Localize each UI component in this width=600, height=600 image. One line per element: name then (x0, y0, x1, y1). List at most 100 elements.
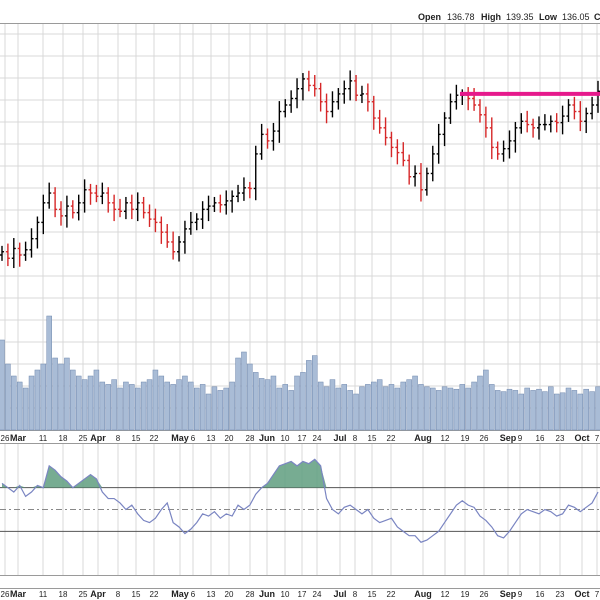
volume-bar (40, 363, 47, 431)
volume-bar (489, 384, 495, 431)
x-axis-tick-label: Mar (10, 433, 27, 443)
volume-bar (93, 369, 100, 431)
ohlc-bar (295, 78, 300, 109)
x-axis-labels-middle: 26 Mar 11 18 25 Apr 8 15 22 May 6 13 20 28 Jun 10 17 24 Ju… (1, 433, 600, 443)
ohlc-bar (59, 201, 64, 226)
volume-bar (87, 375, 94, 431)
volume-bar (471, 381, 477, 431)
high-value: 139.35 (506, 12, 534, 22)
x-axis-tick-label: Sep (500, 589, 517, 599)
ohlc-bar (224, 190, 229, 215)
ohlc-bar (536, 116, 541, 140)
ohlc-bar (289, 90, 294, 113)
volume-bar (28, 375, 35, 431)
volume-bar (258, 378, 265, 431)
ohlc-bar (17, 242, 22, 267)
ohlc-bar (554, 113, 559, 133)
ohlc-bar (324, 93, 329, 124)
volume-bar (235, 357, 241, 431)
volume-bar (500, 391, 507, 431)
grid-lines (0, 24, 600, 575)
ohlc-bar (413, 165, 418, 187)
ohlc-bar (566, 99, 571, 122)
ohlc-bar (395, 139, 400, 165)
volume-bar (134, 387, 141, 431)
x-axis-tick-label: Apr (90, 589, 106, 599)
ohlc-bar (348, 70, 353, 101)
ohlc-bar (318, 82, 323, 112)
volume-bar (483, 369, 489, 431)
ohlc-bar (300, 73, 305, 101)
x-axis-tick-label: 22 (150, 434, 159, 443)
volume-bar (341, 384, 347, 431)
ohlc-bar (212, 196, 217, 212)
x-axis-tick-label: Jun (259, 433, 275, 443)
x-axis-tick-label: 24 (313, 434, 322, 443)
ohlc-bar (330, 91, 335, 118)
volume-bar (241, 351, 247, 431)
volume-bar (194, 387, 200, 431)
ohlc-bar (519, 113, 524, 134)
ohlc-bar (182, 220, 187, 254)
volume-bar (583, 388, 589, 431)
volume-bar (559, 392, 566, 431)
volume-bar (323, 386, 330, 431)
volume-bar (205, 393, 212, 431)
volume-bar (81, 379, 88, 431)
x-axis-tick-label: Mar (10, 589, 27, 599)
volume-bar (477, 375, 483, 431)
volume-bar (412, 375, 418, 431)
ohlc-bar (590, 96, 595, 120)
volume-bar (52, 357, 58, 431)
ohlc-bar (401, 142, 406, 167)
ohlc-bar (147, 204, 152, 227)
x-axis-tick-label: 19 (461, 434, 470, 443)
volume-bar (394, 387, 401, 431)
ohlc-bar (177, 236, 182, 262)
ohlc-bar (525, 110, 530, 133)
volume-bar (536, 388, 542, 431)
ohlc-bar (548, 115, 553, 133)
ohlc-bar (259, 123, 264, 160)
volume-bar (424, 386, 430, 431)
ohlc-bar (424, 167, 429, 196)
volume-bar (229, 381, 235, 431)
price-panel (0, 70, 600, 269)
volume-bar (164, 381, 170, 431)
volume-bar (188, 381, 194, 431)
ohlc-bar (418, 163, 423, 202)
volume-bar (182, 375, 188, 431)
ohlc-bar (477, 99, 482, 123)
ohlc-bar (41, 194, 46, 235)
x-axis-tick-label: 26 (1, 434, 10, 443)
ohlc-bar (312, 75, 317, 97)
ohlc-bar (106, 187, 111, 213)
ohlc-bar (436, 123, 441, 164)
high-label: High (481, 12, 501, 22)
ohlc-bar (531, 118, 536, 138)
volume-bar (565, 387, 572, 431)
ohlc-bar (442, 112, 447, 147)
x-axis-tick-label: 13 (207, 434, 216, 443)
x-axis-tick-label: Oct (574, 433, 589, 443)
ohlc-bar (501, 140, 506, 162)
volume-bar (117, 387, 123, 431)
ohlc-bar (70, 200, 75, 219)
x-axis-tick-label: 7 (595, 434, 600, 443)
volume-bar (217, 390, 224, 431)
volume-bar (530, 390, 536, 431)
volume-bar (158, 375, 165, 431)
x-axis-tick-label: 22 (150, 590, 159, 599)
x-axis-tick-label: May (171, 433, 189, 443)
open-label: Open (418, 12, 441, 22)
ohlc-bar (572, 96, 577, 120)
ohlc-bar (200, 201, 205, 229)
volume-bar (294, 375, 300, 431)
volume-bar (589, 391, 595, 431)
volume-bar (199, 384, 206, 431)
volume-bar (140, 381, 147, 431)
x-axis-tick-label: Aug (414, 433, 432, 443)
volume-bar (553, 393, 560, 431)
volume-bar (99, 381, 106, 431)
volume-bar (518, 393, 525, 431)
